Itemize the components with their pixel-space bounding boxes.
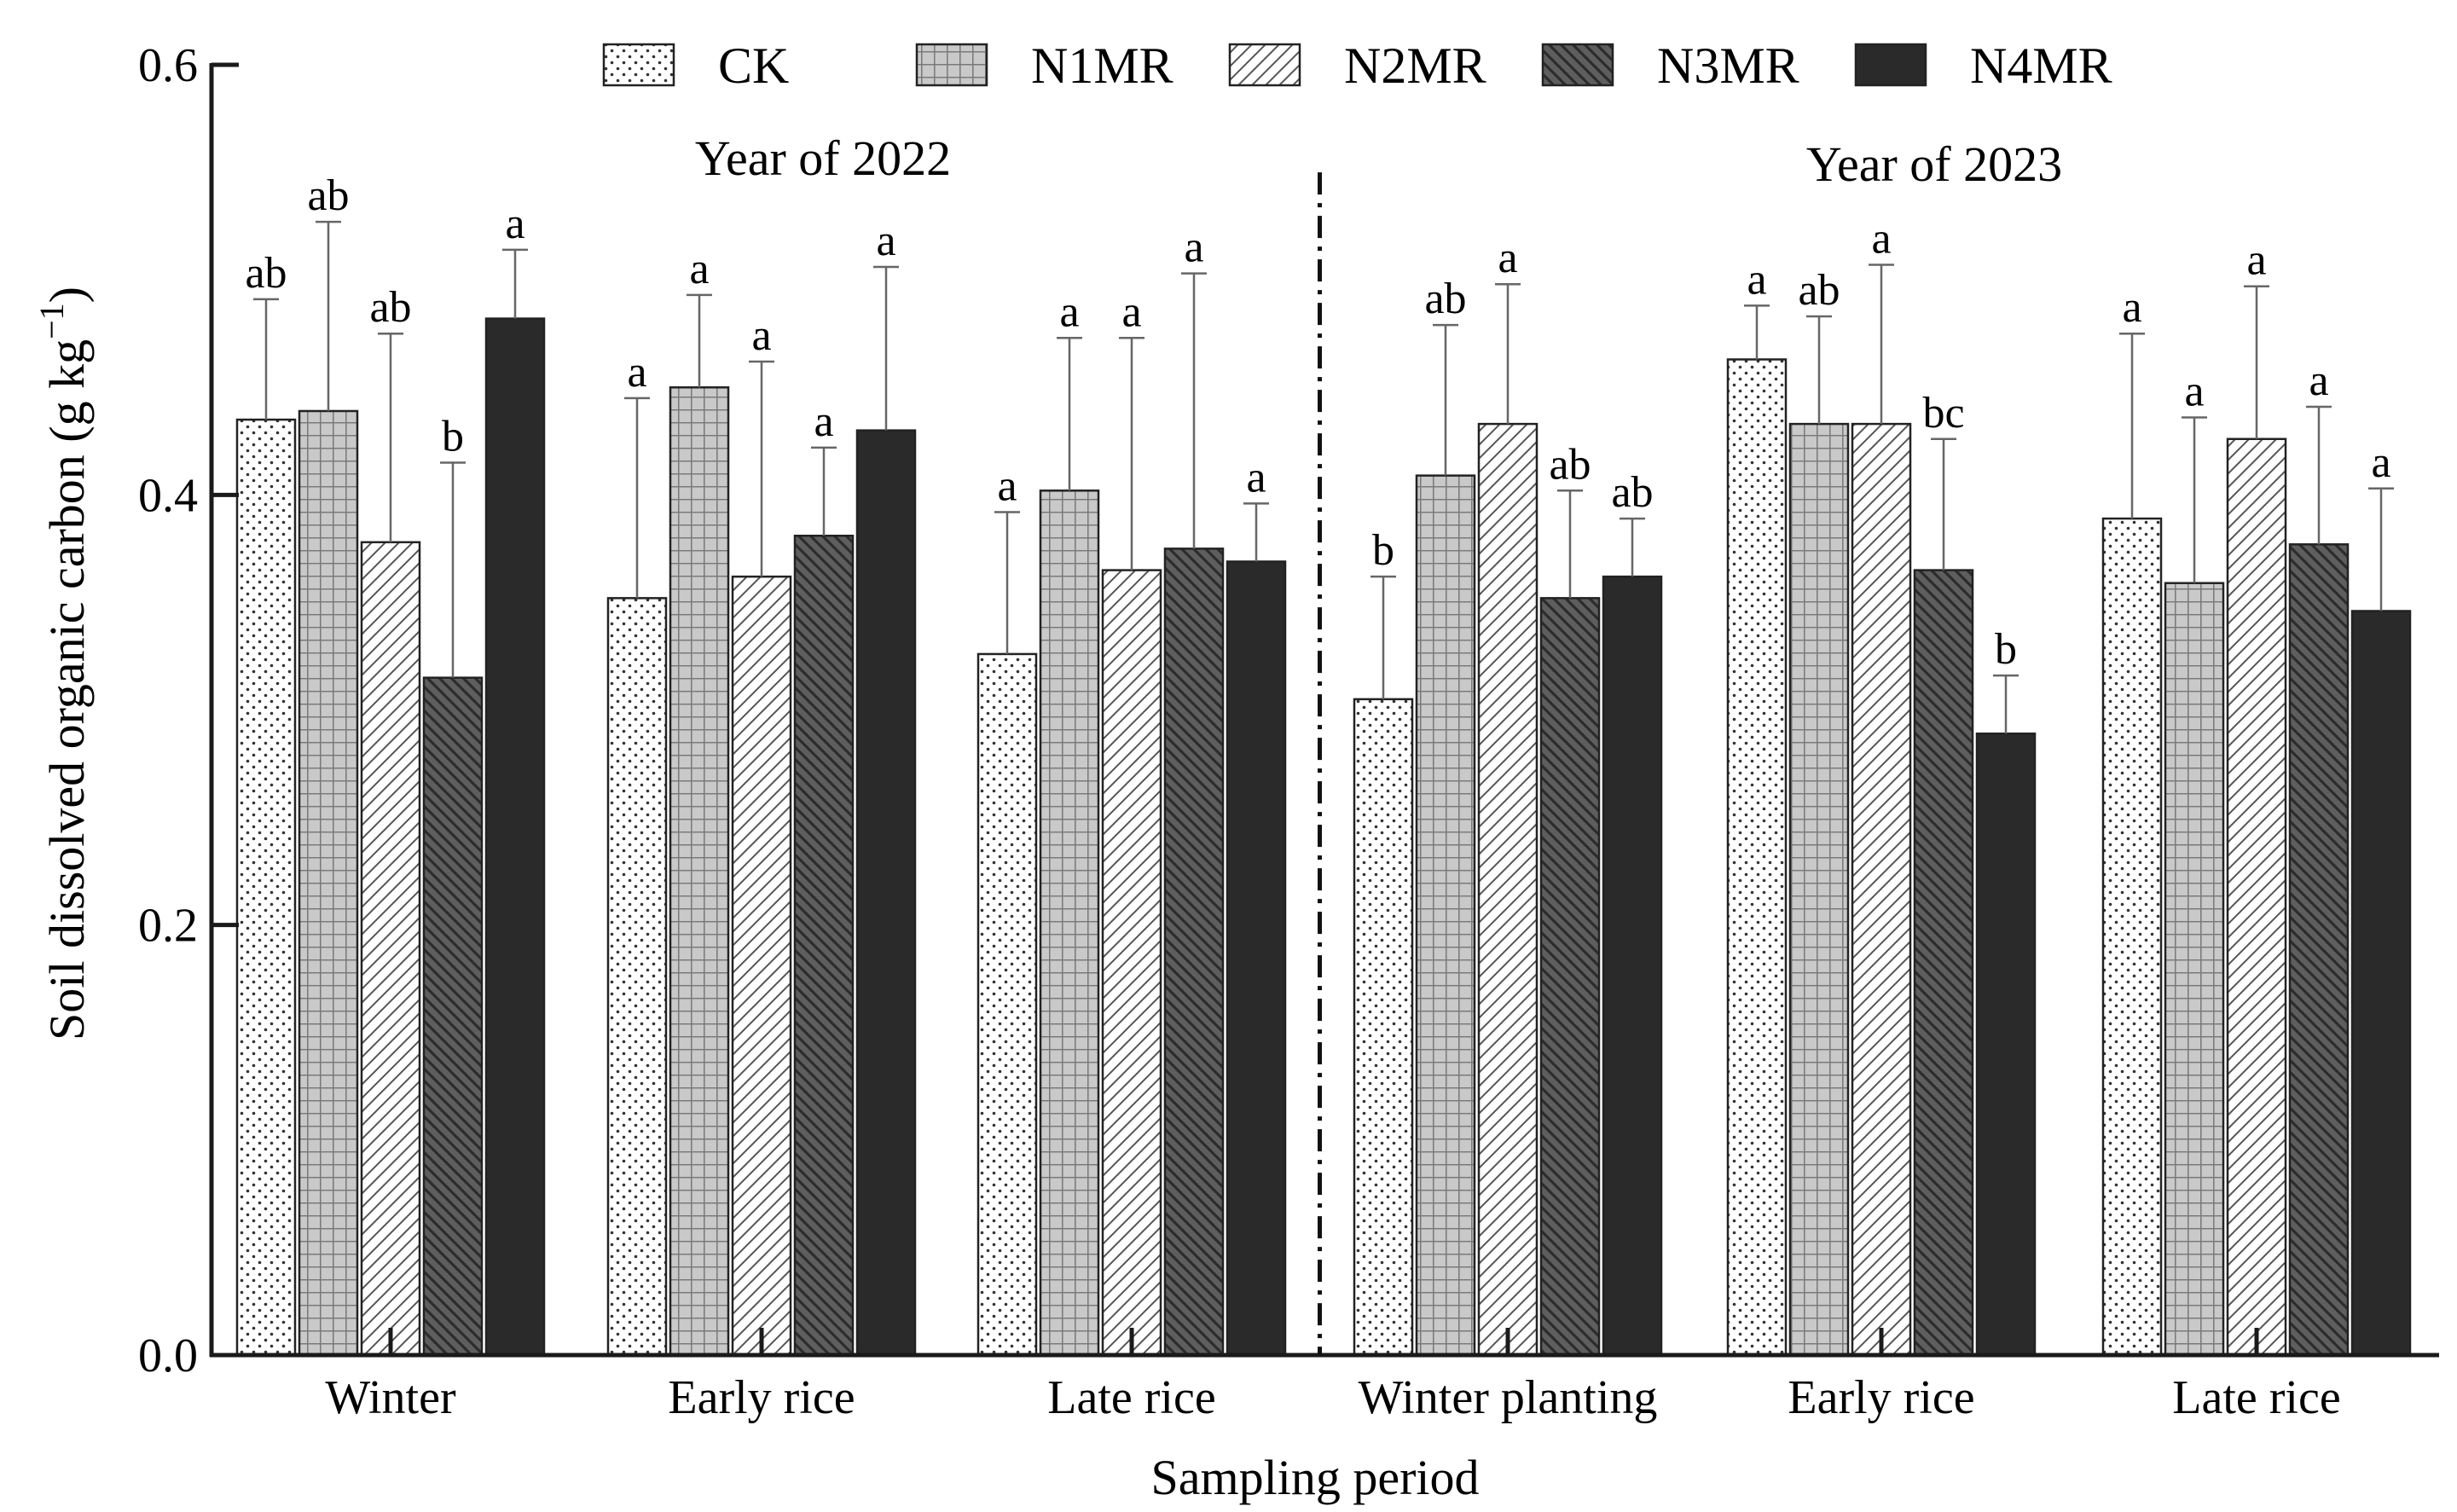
significance-letter-n1mr-1: a xyxy=(689,245,709,293)
x-tick-label-4: Early rice xyxy=(1788,1371,1974,1424)
significance-letter-n1mr-4: ab xyxy=(1798,266,1840,315)
bar-n3mr-4 xyxy=(1913,569,1974,1357)
bar-n2mr-3 xyxy=(1477,422,1539,1357)
significance-letter-n3mr-4: bc xyxy=(1922,389,1964,437)
bar-n1mr-2 xyxy=(1039,490,1100,1357)
significance-letter-n2mr-4: a xyxy=(1871,215,1891,264)
legend-label-ck: CK xyxy=(718,38,789,94)
y-axis-title-main: Soil dissolved organic carbon (g kg xyxy=(39,339,95,1040)
bar-ck-2 xyxy=(976,652,1038,1357)
significance-letter-ck-1: a xyxy=(627,348,646,397)
bar-n4mr-2 xyxy=(1226,560,1287,1357)
significance-letter-n1mr-5: a xyxy=(2184,368,2204,416)
bar-n1mr-0 xyxy=(298,409,359,1357)
bar-n1mr-1 xyxy=(669,386,730,1357)
legend-label-n4mr: N4MR xyxy=(1970,38,2112,94)
significance-letter-n3mr-1: a xyxy=(814,397,833,446)
y-axis-title-close: ) xyxy=(39,287,95,303)
bar-n4mr-5 xyxy=(2350,610,2412,1357)
significance-letter-ck-2: a xyxy=(997,462,1017,511)
bar-n1mr-3 xyxy=(1415,474,1476,1357)
legend-swatch-ck xyxy=(602,43,675,87)
y-axis-title: Soil dissolved organic carbon (g kg−1) xyxy=(32,287,95,1040)
bar-n3mr-1 xyxy=(793,534,855,1357)
significance-letter-n4mr-1: a xyxy=(876,217,895,265)
bar-n3mr-2 xyxy=(1163,547,1225,1357)
significance-letter-n3mr-5: a xyxy=(2309,356,2328,405)
legend-label-n2mr: N2MR xyxy=(1344,38,1486,94)
bar-n1mr-5 xyxy=(2164,582,2225,1357)
x-axis-title: Sampling period xyxy=(1150,1450,1479,1505)
significance-letter-n3mr-0: b xyxy=(442,413,464,461)
year-2023-label: Year of 2023 xyxy=(1806,136,2062,192)
y-tick-label-1: 0.2 xyxy=(138,900,198,953)
bar-n3mr-0 xyxy=(422,676,484,1357)
significance-letter-n2mr-1: a xyxy=(751,311,771,360)
significance-letter-n2mr-2: a xyxy=(1121,287,1141,336)
bar-n3mr-3 xyxy=(1539,597,1601,1357)
legend-swatch-n3mr xyxy=(1541,43,1614,87)
y-tick-label-0: 0.0 xyxy=(138,1330,198,1382)
x-tick-label-3: Winter planting xyxy=(1359,1371,1658,1424)
legend-swatch-n4mr xyxy=(1854,43,1927,87)
significance-letter-n4mr-4: b xyxy=(1995,625,2017,674)
significance-letter-n2mr-3: a xyxy=(1498,234,1517,282)
y-axis-title-superscript: −1 xyxy=(32,303,71,339)
x-tick-label-1: Early rice xyxy=(668,1371,855,1424)
significance-letter-n3mr-3: ab xyxy=(1549,440,1591,489)
bar-n2mr-1 xyxy=(731,575,792,1357)
significance-letter-n4mr-3: ab xyxy=(1611,468,1653,517)
bar-n2mr-5 xyxy=(2226,437,2287,1357)
significance-letter-ck-5: a xyxy=(2122,283,2141,332)
y-tick-label-3: 0.6 xyxy=(138,39,198,92)
legend-swatch-n2mr xyxy=(1228,43,1301,87)
bar-n2mr-2 xyxy=(1101,569,1162,1357)
significance-letter-ck-4: a xyxy=(1747,255,1766,304)
significance-letter-n4mr-5: a xyxy=(2371,438,2390,487)
significance-letter-n4mr-2: a xyxy=(1246,453,1266,501)
significance-letter-n1mr-2: a xyxy=(1059,287,1079,336)
x-tick-label-5: Late rice xyxy=(2172,1371,2340,1424)
bar-n2mr-0 xyxy=(360,541,421,1357)
significance-letter-n2mr-5: a xyxy=(2246,236,2266,285)
bar-n1mr-4 xyxy=(1788,422,1850,1357)
significance-letter-n4mr-0: a xyxy=(505,200,524,248)
bar-ck-5 xyxy=(2101,517,2163,1357)
bar-ck-3 xyxy=(1353,698,1414,1357)
legend: CK N1MR N2MR N3MR N4MR xyxy=(602,38,2112,94)
bar-ck-0 xyxy=(235,418,297,1357)
significance-letter-n1mr-3: ab xyxy=(1424,275,1466,323)
x-tick-label-0: Winter xyxy=(325,1371,456,1424)
bar-ck-1 xyxy=(606,597,668,1357)
year-2022-label: Year of 2022 xyxy=(695,130,951,186)
legend-swatch-n1mr xyxy=(915,43,988,87)
bar-ck-4 xyxy=(1726,358,1788,1357)
legend-label-n1mr: N1MR xyxy=(1031,38,1173,94)
y-tick-label-2: 0.4 xyxy=(138,469,198,522)
bar-n4mr-4 xyxy=(1975,732,2037,1357)
x-tick-label-2: Late rice xyxy=(1047,1371,1215,1424)
significance-letter-n1mr-0: ab xyxy=(307,171,349,220)
bar-n3mr-5 xyxy=(2288,543,2350,1357)
bar-n2mr-4 xyxy=(1851,422,1912,1357)
significance-letter-ck-3: b xyxy=(1372,526,1394,575)
legend-label-n3mr: N3MR xyxy=(1657,38,1799,94)
significance-letter-n3mr-2: a xyxy=(1184,223,1203,272)
significance-letter-ck-0: ab xyxy=(245,249,287,298)
bar-n4mr-0 xyxy=(484,317,546,1357)
bar-n4mr-1 xyxy=(855,429,917,1357)
bar-n4mr-3 xyxy=(1602,575,1663,1357)
significance-letter-n2mr-0: ab xyxy=(369,283,411,332)
